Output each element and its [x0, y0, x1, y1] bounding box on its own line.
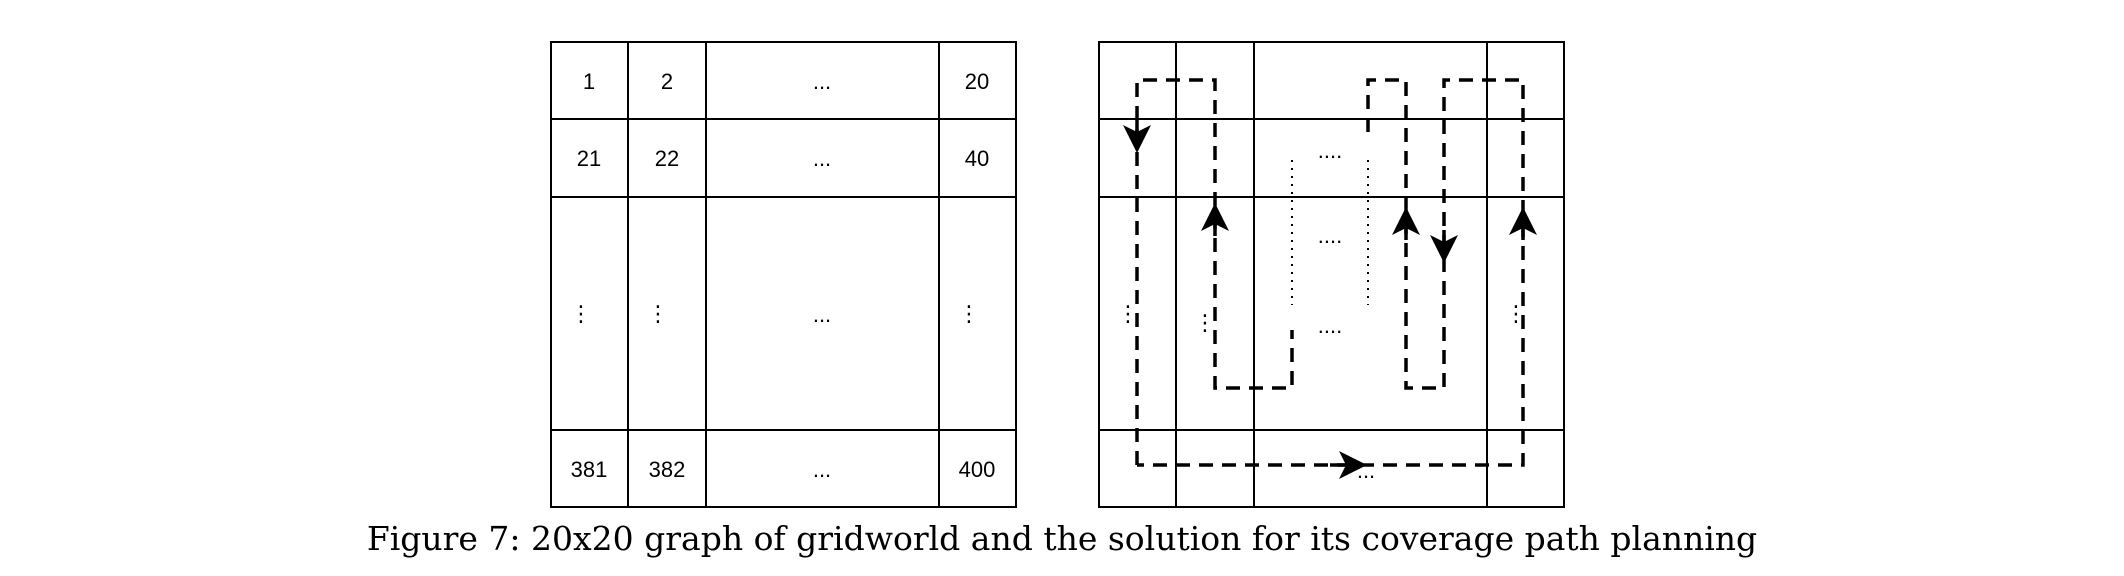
- coverage-path: [1135, 78, 1525, 467]
- grid-cell-label: ...: [813, 457, 831, 482]
- grid-cell-label: 381: [571, 457, 608, 482]
- ellipsis-label: ....: [1318, 223, 1342, 248]
- grid-cell-label: ...: [813, 302, 831, 327]
- ellipsis-label: ...: [1357, 458, 1375, 483]
- grid-cell-label: 21: [577, 146, 601, 171]
- figure-caption: Figure 7: 20x20 graph of gridworld and t…: [367, 519, 1757, 558]
- grid-cell-label: 382: [649, 457, 686, 482]
- ellipsis-label: ⋮: [1194, 310, 1216, 335]
- grid-cell-label: ⋮: [647, 301, 669, 326]
- grid-cell-label: 40: [965, 146, 989, 171]
- grid-cell-label: ...: [813, 146, 831, 171]
- left-grid-border: [550, 41, 1017, 508]
- grid-cell-label: 400: [959, 457, 996, 482]
- grid-cell-label: 1: [583, 69, 595, 94]
- grid-cell-label: 20: [965, 69, 989, 94]
- right-grid: .... .... .... ⋮ ⋮ ⋮ ...: [1098, 41, 1565, 508]
- left-grid: 1 2 ... 20 21 22 ... 40 ⋮ ⋮ ... ⋮ 381 38…: [550, 41, 1017, 508]
- ellipsis-label: ....: [1318, 138, 1342, 163]
- grid-cell-label: ...: [813, 69, 831, 94]
- grid-cell-label: ⋮: [958, 301, 980, 326]
- grid-cell-label: 22: [655, 146, 679, 171]
- ellipsis-label: ....: [1318, 313, 1342, 338]
- ellipsis-label: ⋮: [1117, 301, 1139, 326]
- grid-cell-label: ⋮: [570, 301, 592, 326]
- right-grid-border: [1098, 41, 1565, 508]
- grid-cell-label: 2: [661, 69, 673, 94]
